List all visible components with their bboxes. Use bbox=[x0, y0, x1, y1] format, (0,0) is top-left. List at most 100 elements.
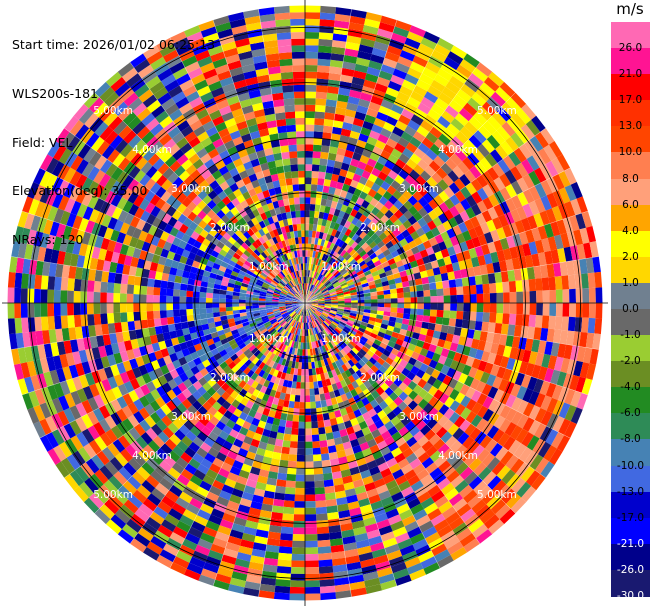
velocity-gate bbox=[406, 31, 424, 44]
velocity-gate bbox=[463, 294, 471, 303]
velocity-gate bbox=[422, 67, 438, 80]
velocity-gate bbox=[326, 241, 332, 249]
velocity-gate bbox=[569, 374, 580, 391]
velocity-gate bbox=[276, 566, 292, 574]
velocity-gate bbox=[466, 328, 475, 339]
velocity-gate bbox=[469, 216, 481, 228]
velocity-gate bbox=[359, 348, 367, 357]
velocity-gate bbox=[381, 430, 392, 441]
velocity-gate bbox=[149, 261, 159, 272]
velocity-gate bbox=[416, 125, 430, 138]
velocity-gate bbox=[159, 310, 167, 319]
velocity-gate bbox=[323, 118, 334, 127]
velocity-gate bbox=[118, 485, 133, 500]
velocity-gate bbox=[122, 200, 134, 213]
velocity-gate bbox=[112, 439, 126, 453]
velocity-gate bbox=[487, 207, 499, 220]
velocity-gate bbox=[338, 300, 345, 303]
velocity-gate bbox=[266, 311, 274, 316]
velocity-gate bbox=[314, 124, 324, 133]
velocity-gate bbox=[222, 425, 233, 435]
velocity-gate bbox=[403, 386, 413, 396]
velocity-gate bbox=[297, 308, 302, 315]
velocity-gate bbox=[469, 427, 482, 441]
velocity-gate bbox=[336, 497, 348, 506]
velocity-gate bbox=[75, 174, 88, 189]
velocity-gate bbox=[258, 303, 266, 306]
velocity-gate bbox=[316, 407, 323, 415]
velocity-gate bbox=[329, 291, 337, 295]
velocity-gate bbox=[510, 208, 521, 223]
velocity-gate bbox=[308, 291, 313, 298]
velocity-gate bbox=[402, 147, 414, 159]
velocity-gate bbox=[314, 473, 324, 482]
velocity-gate bbox=[437, 477, 451, 491]
velocity-gate bbox=[397, 292, 404, 299]
velocity-gate bbox=[516, 177, 529, 192]
velocity-gate bbox=[433, 400, 445, 412]
velocity-gate bbox=[282, 506, 295, 515]
velocity-gate bbox=[404, 174, 416, 186]
velocity-gate bbox=[320, 373, 326, 381]
velocity-gate bbox=[99, 465, 114, 480]
velocity-gate bbox=[323, 125, 333, 134]
velocity-gate bbox=[164, 513, 180, 527]
velocity-gate bbox=[119, 293, 127, 303]
velocity-gate bbox=[354, 429, 365, 439]
velocity-gate bbox=[258, 516, 271, 525]
velocity-gate bbox=[366, 488, 379, 498]
velocity-gate bbox=[241, 318, 249, 324]
velocity-gate bbox=[264, 387, 272, 396]
velocity-gate bbox=[398, 153, 410, 164]
velocity-gate bbox=[543, 445, 557, 462]
velocity-gate bbox=[272, 498, 285, 507]
velocity-gate bbox=[305, 38, 319, 46]
velocity-gate bbox=[365, 237, 374, 246]
velocity-gate bbox=[387, 80, 402, 92]
velocity-gate bbox=[468, 320, 476, 330]
velocity-gate bbox=[232, 460, 244, 470]
velocity-gate bbox=[302, 322, 304, 330]
velocity-gate bbox=[279, 309, 287, 313]
velocity-gate bbox=[335, 313, 343, 318]
velocity-gate bbox=[452, 522, 469, 536]
velocity-gate bbox=[278, 364, 285, 373]
velocity-gate bbox=[282, 322, 289, 329]
velocity-gate bbox=[318, 552, 332, 561]
velocity-gate bbox=[229, 529, 244, 540]
velocity-gate bbox=[123, 340, 133, 351]
velocity-gate bbox=[208, 343, 217, 351]
velocity-gate bbox=[342, 260, 350, 268]
velocity-gate bbox=[430, 79, 446, 93]
velocity-gate bbox=[246, 351, 254, 360]
velocity-gate bbox=[509, 303, 517, 315]
velocity-gate bbox=[219, 490, 232, 501]
velocity-gate bbox=[309, 294, 316, 299]
velocity-gate bbox=[360, 37, 376, 48]
velocity-gate bbox=[568, 316, 576, 332]
velocity-gate bbox=[132, 227, 142, 239]
velocity-gate bbox=[459, 533, 476, 547]
velocity-gate bbox=[81, 414, 94, 429]
velocity-gate bbox=[352, 423, 362, 433]
velocity-gate bbox=[498, 214, 509, 228]
velocity-gate bbox=[310, 314, 314, 322]
velocity-gate bbox=[275, 356, 281, 364]
velocity-gate bbox=[394, 322, 402, 329]
velocity-gate bbox=[278, 297, 286, 300]
velocity-gate bbox=[455, 251, 465, 262]
velocity-gate bbox=[314, 387, 320, 395]
velocity-gate bbox=[130, 513, 146, 528]
velocity-gate bbox=[544, 341, 554, 356]
velocity-gate bbox=[448, 378, 459, 389]
velocity-gate bbox=[331, 126, 343, 135]
velocity-gate bbox=[187, 384, 198, 395]
velocity-gate bbox=[356, 257, 364, 265]
velocity-gate bbox=[437, 37, 454, 52]
velocity-gate bbox=[100, 237, 111, 250]
velocity-gate bbox=[347, 214, 355, 223]
velocity-gate bbox=[416, 243, 426, 252]
velocity-gate bbox=[225, 303, 233, 308]
velocity-gate bbox=[342, 441, 352, 450]
